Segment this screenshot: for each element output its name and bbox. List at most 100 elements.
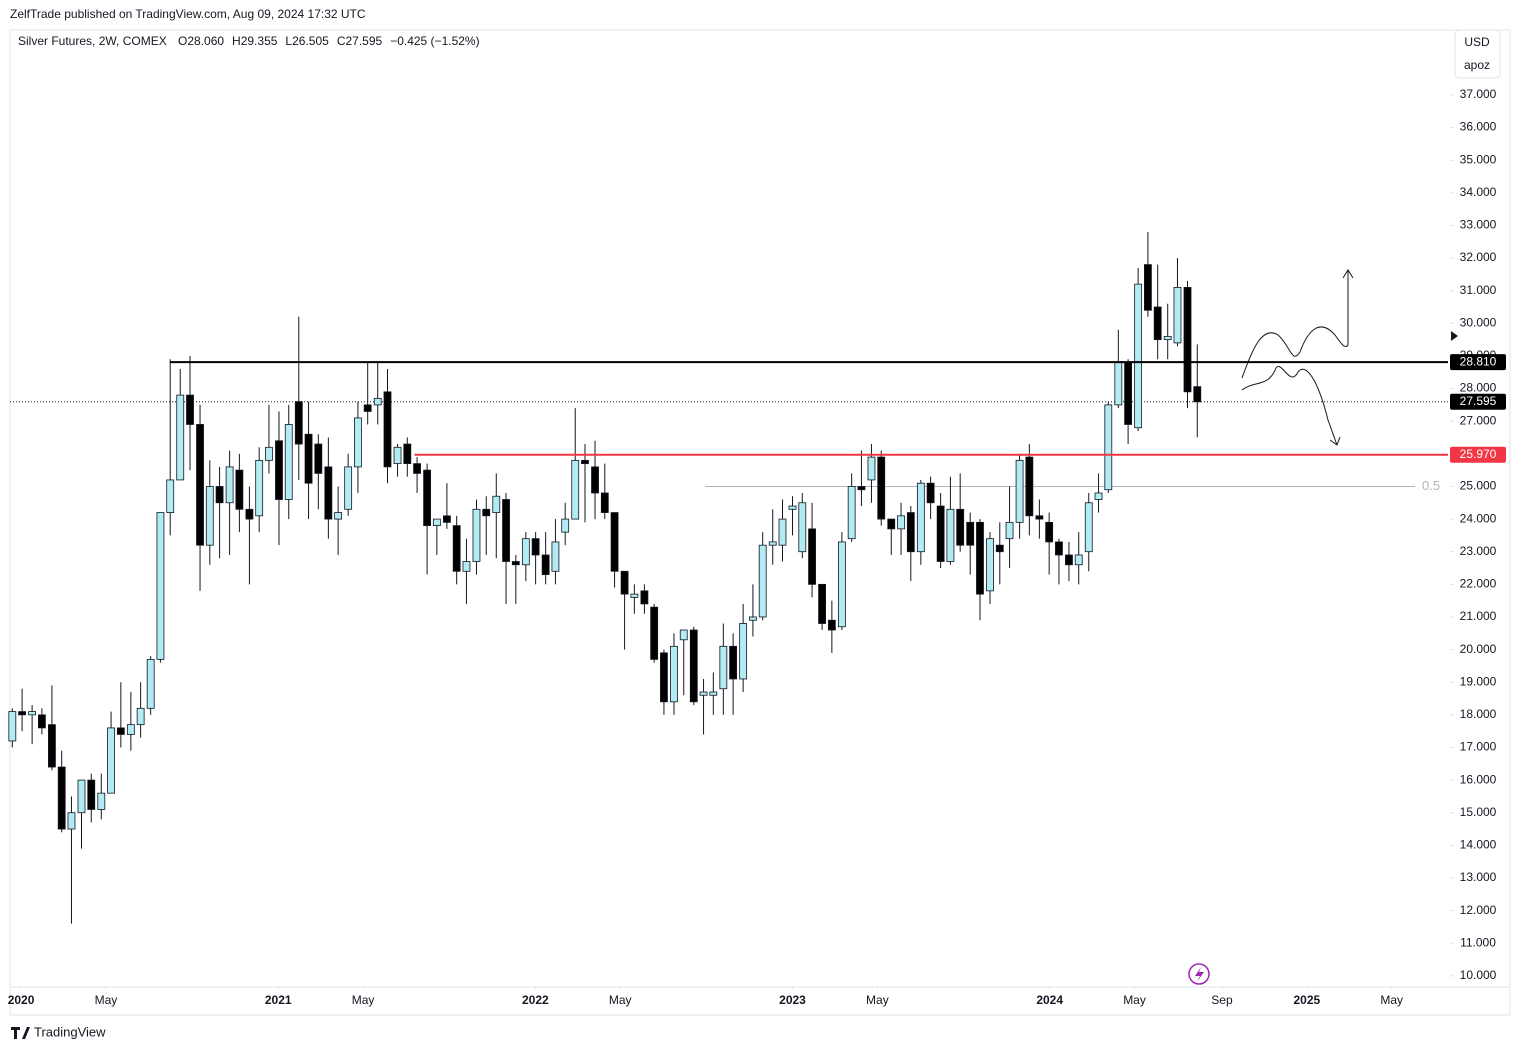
candle-body — [176, 394, 185, 481]
candle-body — [709, 691, 718, 696]
candle-body — [304, 433, 313, 484]
candle-body — [877, 456, 886, 520]
event-bolt — [1195, 967, 1204, 982]
x-tick-label: 2020 — [8, 993, 35, 1007]
candle-body — [818, 583, 826, 624]
candle-body — [946, 508, 955, 562]
legend-value: O28.060 — [178, 34, 224, 48]
y-tick-label: 10.000 — [1460, 968, 1497, 982]
logo — [11, 1027, 30, 1039]
candle-body — [758, 544, 767, 618]
drawing-up — [1241, 269, 1354, 379]
candle-body — [956, 508, 965, 546]
y-tick-label: 13.000 — [1460, 870, 1497, 884]
candle-body — [116, 727, 125, 735]
candle-body — [660, 652, 668, 703]
y-tick-label: 22.000 — [1460, 577, 1497, 591]
candle-body — [413, 463, 421, 474]
candle-body — [284, 424, 293, 500]
candle-body — [887, 518, 896, 530]
candle-body — [502, 499, 510, 562]
candle-body — [37, 714, 46, 729]
candle-body — [156, 512, 165, 660]
candle-body — [423, 469, 432, 527]
candle-body — [87, 779, 96, 810]
candle-body — [57, 766, 66, 830]
candle-body — [1173, 287, 1182, 344]
x-tick-label: May — [1380, 993, 1403, 1007]
candle-body — [255, 459, 264, 517]
event-icon[interactable] — [1188, 963, 1210, 985]
y-tick-label: 21.000 — [1460, 609, 1497, 623]
candle-body — [107, 727, 115, 794]
candle-body — [265, 446, 273, 461]
candle-body — [443, 515, 451, 523]
candle-body — [1104, 404, 1113, 491]
candle-body — [383, 391, 392, 468]
level-tag — [1450, 446, 1506, 463]
candle-body — [482, 508, 491, 517]
candle-body — [995, 544, 1004, 553]
candle-body — [600, 492, 609, 513]
currency[interactable]: USD — [1464, 35, 1490, 49]
candle-body — [97, 792, 106, 810]
candle-body — [511, 561, 520, 566]
y-tick-label: 14.000 — [1460, 838, 1497, 852]
candle-body — [235, 469, 244, 510]
level-label: 28.810 — [1460, 354, 1497, 368]
legend-value: H29.355 — [232, 34, 278, 48]
x-tick-label: May — [1123, 993, 1146, 1007]
candle-body — [363, 404, 372, 412]
candle-body — [610, 512, 619, 572]
candle-body — [1114, 362, 1123, 406]
candle-body — [28, 711, 37, 716]
candle-body — [294, 401, 303, 445]
candle-body — [1153, 306, 1162, 341]
scroll-marker — [1451, 331, 1458, 341]
candle-body — [186, 394, 194, 425]
candle-body — [729, 645, 738, 680]
y-tick-label: 34.000 — [1460, 185, 1497, 199]
candle-body — [1163, 335, 1172, 341]
y-tick-label: 32.000 — [1460, 250, 1497, 264]
candle-body — [492, 495, 501, 513]
candle-body — [561, 518, 570, 533]
candle-body — [689, 629, 698, 703]
candle-body — [196, 424, 204, 546]
candle-body — [1124, 362, 1133, 425]
candle-body — [976, 521, 984, 595]
candle-body — [531, 538, 540, 556]
candle-body — [1144, 264, 1152, 311]
y-tick-label: 16.000 — [1460, 772, 1497, 786]
y-tick-label: 11.000 — [1460, 935, 1496, 949]
candle-body — [571, 459, 580, 520]
chart-title: Silver Futures, 2W, COMEX — [18, 34, 167, 48]
candle-body — [462, 561, 471, 572]
legend-value: C27.595 — [337, 34, 383, 48]
candle-body — [670, 645, 678, 703]
candle-body — [630, 593, 639, 598]
unit-box[interactable] — [1454, 29, 1501, 79]
candle-body — [936, 505, 945, 562]
candle-body — [1045, 521, 1054, 543]
candle-body — [393, 446, 402, 465]
legend-value: L26.505 — [285, 34, 329, 48]
unit[interactable]: apoz — [1464, 58, 1490, 72]
y-tick-label: 17.000 — [1460, 740, 1497, 754]
x-tick-label: May — [352, 993, 375, 1007]
x-tick-label: 2024 — [1036, 993, 1063, 1007]
candle-body — [867, 456, 876, 481]
candle-body — [225, 466, 234, 504]
y-tick-label: 31.000 — [1460, 283, 1497, 297]
x-tick-label: 2021 — [265, 993, 292, 1007]
candle-body — [847, 486, 856, 540]
candle-body — [1193, 386, 1202, 403]
candle-body — [1005, 521, 1014, 540]
y-tick-label: 15.000 — [1460, 805, 1497, 819]
x-tick-label: Sep — [1211, 993, 1233, 1007]
candle-body — [1025, 456, 1034, 517]
fib-label: 0.5 — [1422, 478, 1440, 493]
y-tick-label: 23.000 — [1460, 544, 1497, 558]
candle-body — [926, 482, 935, 504]
